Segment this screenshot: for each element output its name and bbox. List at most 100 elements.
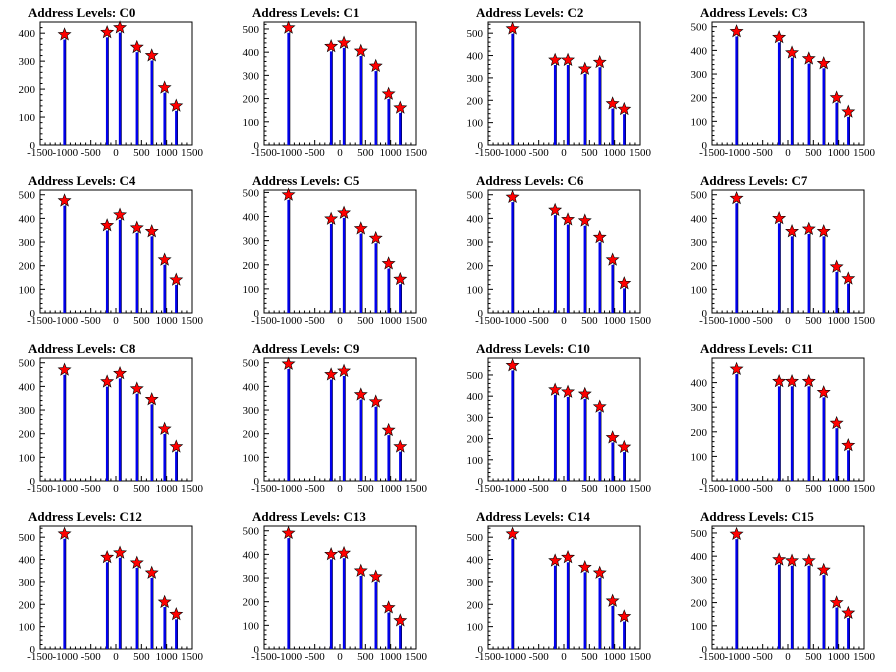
peak-marker — [617, 609, 632, 623]
y-tick-label: 100 — [243, 117, 260, 129]
histogram-bar — [583, 399, 586, 481]
peak-marker — [169, 607, 184, 621]
histogram-bar — [163, 607, 166, 649]
peak-marker — [324, 547, 339, 561]
panel-title: Address Levels: C2 — [476, 5, 584, 20]
histogram-panel: Address Levels: C3 0 100 200 300 400 500 -1500-… — [672, 0, 896, 168]
y-tick-label: 100 — [243, 284, 260, 296]
peak-marker — [337, 545, 352, 560]
histogram-bar — [553, 215, 557, 313]
y-tick-label: 0 — [254, 140, 260, 152]
y-tick-label: 0 — [478, 140, 484, 152]
x-tick-label: 0 — [113, 483, 119, 495]
x-tick-label: 1500 — [629, 651, 652, 663]
x-tick-label: -500 — [305, 483, 326, 495]
y-tick-label: 500 — [467, 370, 484, 382]
axes-frame — [263, 21, 417, 146]
peak-marker — [381, 600, 396, 614]
y-tick-label: 500 — [19, 358, 36, 370]
y-tick-label: 200 — [691, 93, 708, 105]
y-tick-label: 0 — [254, 476, 260, 488]
histogram-svg: 0 100 200 300 400 -1500 -1000 -500 0 500 1000 1500 — [691, 357, 876, 495]
histogram-bar — [342, 558, 346, 649]
peak-marker — [157, 421, 172, 435]
histogram-bar — [150, 404, 153, 481]
histogram-bar — [790, 57, 794, 145]
peak-marker — [592, 565, 607, 579]
panel-title: Address Levels: C11 — [700, 341, 814, 356]
x-tick-label: -1500 — [475, 483, 501, 495]
histogram-svg: 0 100 200 300 400 500 -1500 -1000 -500 0 500 1000 15… — [243, 187, 428, 327]
peak-marker — [57, 526, 72, 540]
y-tick-label: 400 — [691, 551, 708, 563]
histogram-panel: Address Levels: C4 0 100 200 300 400 500 -1500-… — [0, 168, 224, 336]
peak-marker — [772, 374, 787, 388]
x-tick-label: 1000 — [380, 483, 403, 495]
y-tick-label: 500 — [243, 358, 260, 370]
x-tick-label: -1000 — [276, 483, 302, 495]
histogram-bar — [399, 112, 402, 145]
peak-marker — [605, 252, 620, 266]
y-tick-label: 200 — [19, 261, 36, 273]
y-tick-label: 100 — [243, 620, 260, 632]
x-tick-label: 0 — [561, 651, 567, 663]
histogram-bar — [583, 73, 586, 145]
y-tick-label: 300 — [243, 70, 260, 82]
peak-marker — [157, 252, 172, 266]
x-tick-label: 1500 — [853, 483, 876, 495]
histogram-panel: Address Levels: C10 0 100 200 300 400 500 -1500… — [448, 336, 672, 504]
histogram-bar — [329, 51, 333, 146]
peak-marker — [281, 525, 296, 540]
peak-marker — [829, 259, 844, 273]
panel-title: Address Levels: C14 — [476, 509, 590, 524]
peak-marker — [368, 394, 383, 408]
x-tick-label: 1500 — [853, 315, 876, 327]
x-tick-label: 1500 — [629, 147, 652, 159]
histogram-panel: Address Levels: C11 0 100 200 300 400 -1500 -10… — [672, 336, 896, 504]
peak-marker — [100, 25, 115, 39]
x-tick-label: 1000 — [380, 147, 403, 159]
axes-frame — [39, 189, 193, 314]
histogram-bar — [374, 406, 377, 481]
x-tick-label: 500 — [357, 147, 374, 159]
x-tick-label: -500 — [529, 483, 550, 495]
peak-marker — [353, 43, 368, 57]
x-tick-label: -1500 — [251, 147, 277, 159]
peak-marker — [393, 271, 408, 286]
histogram-bar — [118, 378, 122, 481]
histogram-svg: 0 100 200 300 400 500 -1500 -1000 -500 0 500 1000 15… — [467, 357, 652, 495]
y-tick-label: 300 — [19, 237, 36, 249]
panel-title: Address Levels: C3 — [700, 5, 808, 20]
histogram-bar — [511, 33, 514, 145]
panel-title: Address Levels: C12 — [28, 509, 142, 524]
histogram-svg: 0 100 200 300 400 500 -1500 -1000 -500 0 500 1000 15… — [243, 356, 428, 495]
y-tick-label: 400 — [243, 212, 260, 224]
histogram-bar — [777, 386, 781, 481]
peak-marker — [816, 224, 831, 238]
y-tick-label: 0 — [254, 308, 260, 320]
y-tick-label: 0 — [702, 644, 708, 656]
y-tick-label: 300 — [19, 56, 36, 68]
peak-marker — [801, 51, 816, 65]
y-tick-label: 200 — [467, 261, 484, 273]
x-tick-label: 1500 — [405, 651, 428, 663]
x-tick-label: -500 — [753, 315, 774, 327]
peak-marker — [144, 224, 159, 238]
peak-marker — [57, 193, 72, 207]
y-tick-label: 500 — [19, 190, 36, 202]
histogram-bar — [175, 284, 178, 313]
x-tick-label: 1000 — [828, 147, 851, 159]
histogram-bar — [150, 577, 153, 649]
histogram-bar — [822, 575, 825, 649]
y-tick-label: 200 — [467, 95, 484, 107]
peak-marker — [829, 595, 844, 609]
y-tick-label: 500 — [467, 28, 484, 40]
x-tick-label: 0 — [337, 483, 343, 495]
peak-marker — [281, 187, 296, 201]
x-tick-label: -1500 — [699, 651, 725, 663]
peak-marker — [144, 48, 159, 62]
histogram-bar — [105, 37, 109, 145]
y-tick-label: 300 — [243, 573, 260, 585]
histogram-bar — [359, 56, 362, 146]
histogram-bar — [374, 581, 377, 649]
